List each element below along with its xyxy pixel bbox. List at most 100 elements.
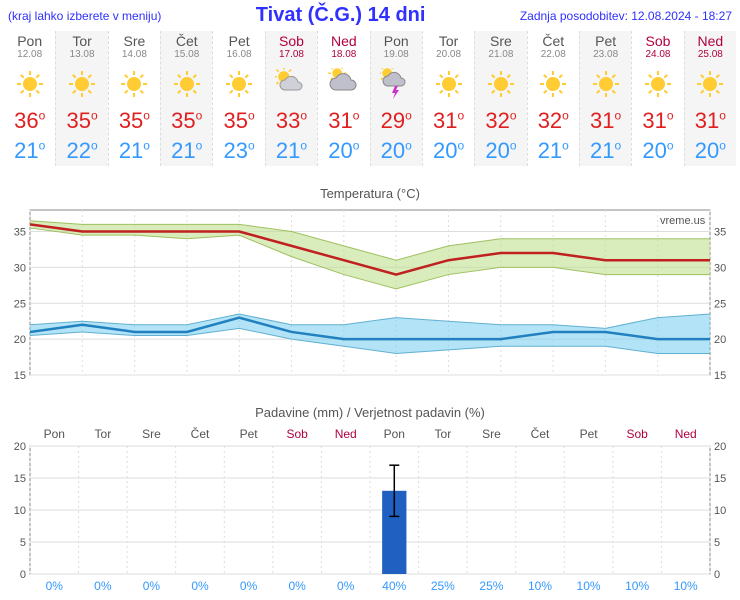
day-date: 13.08 bbox=[56, 49, 107, 60]
svg-text:Tor: Tor bbox=[435, 427, 452, 441]
svg-text:Sob: Sob bbox=[286, 427, 308, 441]
temp-low: 20o bbox=[685, 138, 736, 164]
svg-text:25: 25 bbox=[14, 298, 26, 310]
weather-icon bbox=[4, 60, 55, 108]
day-name: Sob bbox=[266, 33, 317, 49]
svg-text:10: 10 bbox=[714, 505, 726, 517]
svg-text:Čet: Čet bbox=[531, 426, 550, 441]
day-date: 18.08 bbox=[318, 49, 369, 60]
temp-chart-title: Temperatura (°C) bbox=[0, 186, 740, 205]
temp-low: 21o bbox=[528, 138, 579, 164]
svg-text:10%: 10% bbox=[577, 579, 601, 593]
svg-text:15: 15 bbox=[714, 473, 726, 485]
svg-text:35: 35 bbox=[14, 227, 26, 239]
svg-text:0%: 0% bbox=[191, 579, 209, 593]
weather-icon bbox=[371, 60, 422, 108]
svg-text:Pet: Pet bbox=[240, 427, 259, 441]
day-col: Sre21.0832o20o bbox=[474, 31, 526, 166]
day-date: 21.08 bbox=[475, 49, 526, 60]
weather-icon bbox=[580, 60, 631, 108]
weather-icon bbox=[475, 60, 526, 108]
weather-icon bbox=[213, 60, 264, 108]
day-col: Pon12.08 36o 21o bbox=[4, 31, 55, 166]
day-name: Pon bbox=[371, 33, 422, 49]
day-name: Pet bbox=[580, 33, 631, 49]
svg-text:10%: 10% bbox=[625, 579, 649, 593]
day-date: 16.08 bbox=[213, 49, 264, 60]
svg-text:25%: 25% bbox=[431, 579, 455, 593]
temp-high: 35o bbox=[109, 108, 160, 134]
day-name: Sre bbox=[109, 33, 160, 49]
svg-text:0%: 0% bbox=[143, 579, 161, 593]
day-name: Tor bbox=[56, 33, 107, 49]
svg-text:10%: 10% bbox=[528, 579, 552, 593]
day-col: Čet15.0835o21o bbox=[160, 31, 212, 166]
day-name: Čet bbox=[528, 33, 579, 49]
day-name: Sob bbox=[632, 33, 683, 49]
day-col: Pet23.08 31o 21o bbox=[579, 31, 631, 166]
day-col: Sre14.0835o21o bbox=[108, 31, 160, 166]
svg-text:15: 15 bbox=[714, 370, 726, 382]
svg-text:0: 0 bbox=[714, 569, 720, 581]
temp-high: 31o bbox=[632, 108, 683, 134]
svg-text:0%: 0% bbox=[240, 579, 258, 593]
temp-chart: 15152020252530303535vreme.us bbox=[0, 205, 740, 385]
temp-high: 33o bbox=[266, 108, 317, 134]
day-name: Ned bbox=[685, 33, 736, 49]
temp-high: 31o bbox=[685, 108, 736, 134]
svg-text:Sre: Sre bbox=[482, 427, 501, 441]
day-name: Pet bbox=[213, 33, 264, 49]
svg-text:15: 15 bbox=[14, 370, 26, 382]
svg-text:Pon: Pon bbox=[44, 427, 65, 441]
day-date: 20.08 bbox=[423, 49, 474, 60]
svg-text:Čet: Čet bbox=[191, 426, 210, 441]
temp-high: 36o bbox=[4, 108, 55, 134]
page-title: Tivat (Č.G.) 14 dni bbox=[256, 4, 426, 27]
svg-text:5: 5 bbox=[714, 537, 720, 549]
temp-low: 21o bbox=[4, 138, 55, 164]
day-name: Pon bbox=[4, 33, 55, 49]
weather-icon bbox=[56, 60, 107, 108]
day-name: Ned bbox=[318, 33, 369, 49]
temp-high: 31o bbox=[580, 108, 631, 134]
day-name: Čet bbox=[161, 33, 212, 49]
svg-text:15: 15 bbox=[14, 473, 26, 485]
day-date: 25.08 bbox=[685, 49, 736, 60]
temp-low: 21o bbox=[580, 138, 631, 164]
svg-text:Sob: Sob bbox=[626, 427, 648, 441]
day-date: 24.08 bbox=[632, 49, 683, 60]
svg-text:20: 20 bbox=[14, 441, 26, 453]
temp-low: 22o bbox=[56, 138, 107, 164]
svg-text:0: 0 bbox=[20, 569, 26, 581]
weather-icon bbox=[109, 60, 160, 108]
weather-icon bbox=[318, 60, 369, 108]
last-update: Zadnja posodobitev: 12.08.2024 - 18:27 bbox=[520, 9, 732, 23]
temp-low: 20o bbox=[475, 138, 526, 164]
svg-text:Ned: Ned bbox=[675, 427, 697, 441]
temp-low: 21o bbox=[266, 138, 317, 164]
precip-chart-title: Padavine (mm) / Verjetnost padavin (%) bbox=[0, 405, 740, 424]
day-date: 12.08 bbox=[4, 49, 55, 60]
svg-text:0%: 0% bbox=[288, 579, 306, 593]
temp-high: 29o bbox=[371, 108, 422, 134]
day-name: Tor bbox=[423, 33, 474, 49]
svg-text:10: 10 bbox=[14, 505, 26, 517]
temp-high: 35o bbox=[213, 108, 264, 134]
svg-text:Ned: Ned bbox=[335, 427, 357, 441]
day-col: Sob24.0831o20o bbox=[631, 31, 683, 166]
day-col: Čet22.08 32o 21o bbox=[527, 31, 579, 166]
svg-text:20: 20 bbox=[14, 334, 26, 346]
svg-text:40%: 40% bbox=[382, 579, 406, 593]
weather-icon bbox=[528, 60, 579, 108]
svg-text:20: 20 bbox=[714, 334, 726, 346]
day-date: 22.08 bbox=[528, 49, 579, 60]
svg-text:25%: 25% bbox=[479, 579, 503, 593]
svg-text:5: 5 bbox=[20, 537, 26, 549]
temp-high: 32o bbox=[528, 108, 579, 134]
svg-text:Pon: Pon bbox=[384, 427, 405, 441]
temp-high: 35o bbox=[56, 108, 107, 134]
day-date: 23.08 bbox=[580, 49, 631, 60]
weather-icon bbox=[266, 60, 317, 108]
forecast-table: Pon12.0836o21oTor13.0835o22oSre14.0835o2… bbox=[0, 31, 740, 166]
day-col: Tor13.08 35o 22o bbox=[55, 31, 107, 166]
